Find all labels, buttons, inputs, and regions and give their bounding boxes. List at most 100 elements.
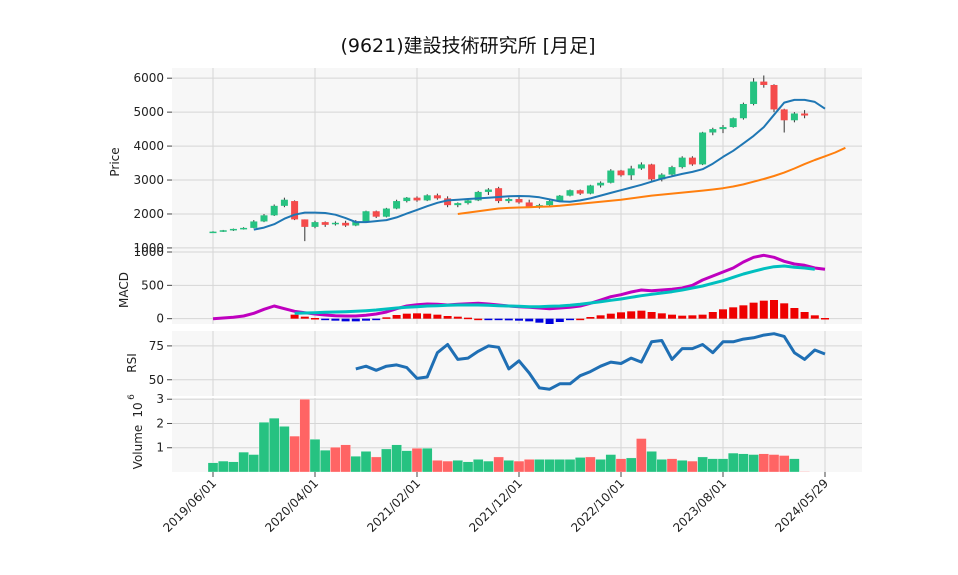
candle-up [586,185,594,194]
volume-bar [228,461,239,473]
macd-histogram-bar [606,313,615,319]
volume-bar [575,457,586,473]
candle-up [393,201,401,209]
macd-histogram-bar [413,313,421,319]
volume-tick-label: 3 [156,392,164,406]
volume-bar [646,451,657,473]
price-tick-label: 6000 [133,71,164,85]
x-tick-label: 2023/08/01 [670,476,729,535]
macd-histogram-bar [504,318,513,321]
x-tick-label: 2020/04/01 [262,476,321,535]
candle-down [801,113,809,116]
volume-bar [411,448,423,473]
volume-bar [218,460,229,473]
macd-histogram-bar [627,311,636,319]
macd-histogram-bar [433,314,442,319]
x-tick-label: 2021/12/01 [466,476,525,535]
candle-down [372,211,380,217]
candle-up [556,195,564,202]
macd-histogram-bar [311,318,319,320]
chart-title: (9621)建設技術研究所 [月足] [340,35,595,57]
price-tick-label: 4000 [133,139,164,153]
volume-bar [207,462,219,473]
volume-bar [677,460,688,473]
candle-down [495,188,503,202]
candle-up [627,168,635,176]
candle-down [433,195,441,199]
volume-bar [299,399,310,473]
candle-up [331,222,339,225]
macd-histogram-bar [729,307,738,319]
sma-long-line [457,146,846,215]
candle-up [607,170,615,183]
candle-down [648,164,656,180]
candle-up [382,208,390,217]
volume-axis-label: Volume [131,425,145,470]
volume-bar [605,454,616,473]
candle-up [403,197,411,202]
macd-panel [172,252,862,324]
macd-tick-label: 500 [141,278,164,292]
price-tick-label: 3000 [133,173,164,187]
macd-histogram-bar [525,318,534,322]
price-panel [172,68,862,252]
macd-histogram-bar [290,314,299,319]
macd-histogram-bar [443,316,452,319]
volume-bar [483,460,494,473]
macd-histogram-bar [586,317,595,319]
candle-up [668,167,676,175]
macd-histogram-bar [402,313,411,319]
candle-up [709,129,717,133]
candle-up [729,118,737,128]
candle-down [321,222,329,225]
candle-up [240,227,248,230]
volume-bar [279,426,290,473]
macd-histogram-bar [657,313,666,319]
candle-down [780,109,788,121]
macd-histogram-bar [494,318,503,321]
macd-histogram-bar [749,302,758,319]
volume-bar [269,417,280,473]
candle-up [566,190,574,196]
volume-bar [371,456,382,473]
macd-histogram-bar [617,312,625,319]
x-tick-label: 2021/02/01 [364,476,423,535]
macd-histogram-bar [372,318,381,321]
macd-histogram-bar [453,316,462,319]
volume-bar [534,459,545,473]
macd-histogram-bar [351,318,360,322]
candle-up [209,231,217,234]
volume-bar [248,454,259,473]
volume-bar [779,455,790,473]
macd-histogram-bar [555,318,564,322]
rsi-tick-label: 75 [149,339,164,353]
candle-up [280,199,288,206]
volume-bar [320,450,331,473]
macd-histogram-bar [515,318,523,321]
candle-up [637,164,645,169]
candle-down [291,201,299,220]
macd-signal-line [294,264,815,315]
volume-bar [503,460,514,473]
candle-up [546,201,554,206]
volume-bar [401,450,412,473]
volume-bar [422,448,433,473]
volume-bar [748,454,759,473]
price-tick-label: 2000 [133,207,164,221]
x-tick-label: 2022/10/01 [568,476,627,535]
volume-bar [309,439,321,473]
macd-histogram-bar [321,318,330,321]
candle-down [525,202,533,207]
x-tick-label: 2019/06/01 [160,476,219,535]
candle-up [362,211,370,222]
volume-bar [636,438,647,473]
volume-bar [595,459,606,473]
volume-tick-label: 1 [156,441,164,455]
candle-up [699,132,707,165]
volume-bar [564,459,576,473]
volume-bar [768,454,780,473]
macd-histogram-bar [300,316,309,319]
rsi-line [355,332,826,391]
macd-histogram-bar [596,315,605,319]
macd-histogram-bar [341,318,350,322]
